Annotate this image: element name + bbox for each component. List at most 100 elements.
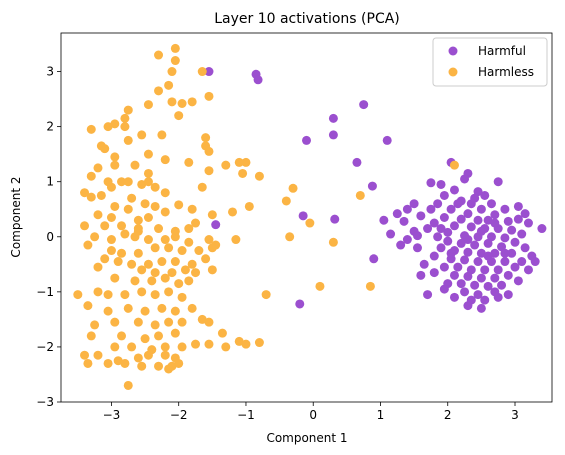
point-harmless-139 [133,317,143,327]
point-harmful-117 [449,292,459,302]
point-harmful-66 [500,233,510,243]
point-harmless-183 [191,218,201,228]
point-harmless-60 [207,210,217,220]
point-harmful-96 [493,265,503,275]
point-harmful-4 [328,113,338,123]
point-harmful-105 [416,270,426,280]
point-harmless-14 [120,113,130,123]
point-harmful-112 [439,284,449,294]
point-harmless-36 [221,160,231,170]
point-harmless-50 [80,188,90,198]
point-harmless-70 [100,221,110,231]
point-harmful-30 [402,204,412,214]
point-harmless-5 [164,80,174,90]
point-harmful-103 [490,273,500,283]
point-harmless-58 [174,200,184,210]
point-harmless-13 [174,111,184,121]
point-harmless-88 [83,240,93,250]
point-harmful-101 [463,271,473,281]
point-harmful-42 [456,214,466,224]
point-harmless-8 [167,97,177,107]
point-harmless-78 [106,235,116,245]
point-harmful-132 [476,226,486,236]
point-harmless-172 [137,361,147,371]
point-harmful-98 [523,265,533,275]
point-harmless-123 [137,287,147,297]
point-harmful-67 [517,229,527,239]
point-harmful-104 [503,270,513,280]
point-harmless-138 [110,317,120,327]
point-harmless-102 [157,257,167,267]
point-harmless-126 [177,292,187,302]
point-harmful-128 [483,251,493,261]
point-harmful-80 [507,248,517,258]
point-harmless-133 [140,306,150,316]
point-harmful-77 [463,247,473,257]
point-harmless-89 [106,246,116,256]
point-harmful-100 [449,270,459,280]
point-harmless-4 [197,67,207,77]
point-harmless-147 [140,334,150,344]
point-harmful-123 [423,290,433,300]
point-harmless-161 [133,353,143,363]
legend-box [432,37,548,87]
point-harmless-38 [143,168,153,178]
point-harmful-114 [473,290,483,300]
point-harmful-49 [513,214,523,224]
point-harmless-180 [133,226,143,236]
point-harmless-131 [103,306,113,316]
point-harmful-50 [523,218,533,228]
point-harmless-118 [184,276,194,286]
y-tick-label: −1 [36,285,54,299]
point-harmless-128 [315,281,325,291]
point-harmless-28 [110,160,120,170]
point-harmful-13 [295,299,305,309]
point-harmless-173 [154,361,164,371]
point-harmless-184 [211,240,221,250]
point-harmless-67 [244,201,254,211]
point-harmless-35 [241,157,251,167]
point-harmful-125 [396,240,406,250]
point-harmful-22 [426,178,436,188]
point-harmless-9 [177,99,187,108]
point-harmful-40 [416,211,426,221]
point-harmful-74 [510,237,520,247]
point-harmless-151 [110,342,120,352]
point-harmless-3 [167,67,177,77]
point-harmful-31 [426,204,436,214]
x-tick-label: −3 [103,408,121,422]
point-harmless-75 [184,224,194,234]
point-harmful-79 [490,248,500,258]
point-harmless-163 [160,350,170,360]
point-harmless-162 [143,350,153,360]
point-harmful-46 [399,216,409,226]
point-harmful-124 [412,243,422,253]
point-harmful-94 [466,265,476,275]
point-harmful-60 [386,229,396,239]
point-harmless-155 [177,342,187,352]
x-tick-label: 0 [309,408,317,422]
point-harmless-137 [90,320,100,330]
point-harmful-7 [302,135,311,145]
point-harmless-152 [127,342,137,352]
point-harmless-119 [73,290,83,300]
point-harmless-124 [150,290,160,300]
point-harmful-10 [298,211,308,221]
point-harmful-18 [493,177,503,187]
point-harmless-85 [204,235,214,245]
point-harmless-99 [113,257,123,267]
point-harmful-44 [483,215,493,225]
point-harmless-175 [174,358,184,368]
point-harmless-41 [106,182,116,192]
legend: Harmful Harmless [432,37,548,87]
point-harmless-54 [127,193,137,203]
y-tick-label: 0 [46,230,54,244]
point-harmful-86 [473,257,483,267]
point-harmful-110 [497,280,507,290]
point-harmful-71 [470,240,480,250]
point-harmful-41 [439,213,449,222]
point-harmful-99 [429,268,439,278]
point-harmless-59 [187,204,197,214]
point-harmless-114 [130,276,140,286]
